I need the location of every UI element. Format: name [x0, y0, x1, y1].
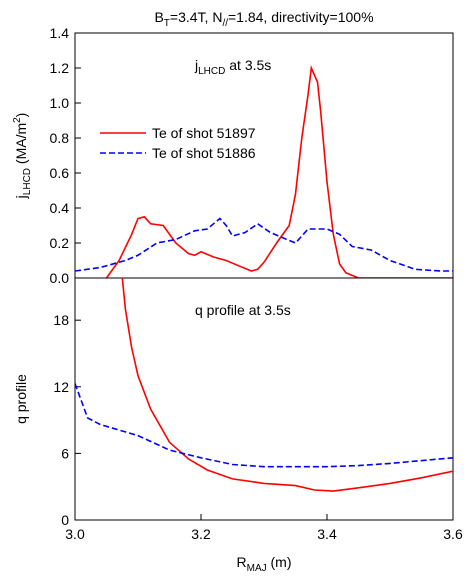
plot-frame	[74, 277, 454, 521]
text-part: LHCD	[22, 168, 33, 195]
text-part: j	[13, 195, 29, 199]
text-part: j	[194, 57, 198, 73]
text-part: T	[164, 18, 170, 29]
y-tick-label: 1.2	[50, 60, 70, 76]
y-tick-label: 0.2	[50, 235, 70, 251]
y-axis-label: q profile	[13, 374, 29, 424]
text-part: =3.4T, N	[170, 9, 223, 25]
y-tick-label: 6	[61, 445, 69, 461]
text-part: 2	[12, 117, 23, 123]
x-axis-label: RMAJ (m)	[236, 554, 291, 574]
text-part: R	[236, 554, 246, 570]
annotation: q profile at 3.5s	[195, 302, 291, 318]
y-tick-label: 0.8	[50, 130, 70, 146]
y-tick-label: 1.0	[50, 95, 70, 111]
text-part: MAJ	[247, 563, 267, 574]
text-part: //	[222, 18, 228, 29]
x-tick-label: 3.2	[191, 526, 211, 542]
x-tick-label: 3.6	[443, 526, 463, 542]
series-line	[121, 278, 453, 492]
y-tick-label: 0	[61, 512, 69, 528]
y-tick-label: 1.4	[50, 25, 70, 41]
chart-title: BT=3.4T, N//=1.84, directivity=100%	[154, 9, 373, 29]
y-tick-label: 18	[53, 312, 69, 328]
annotation: jLHCD at 3.5s	[194, 57, 271, 77]
y-tick-label: 12	[53, 379, 69, 395]
series-line	[75, 383, 453, 468]
y-tick-label: 0.4	[50, 200, 70, 216]
text-part: (MA/m	[13, 123, 29, 168]
text-part: at 3.5s	[225, 57, 271, 73]
legend-label: Te of shot 51886	[152, 145, 256, 161]
legend-label: Te of shot 51897	[152, 125, 256, 141]
y-axis-label: jLHCD (MA/m2)	[12, 113, 33, 200]
text-part: LHCD	[198, 66, 225, 77]
x-tick-label: 3.4	[317, 526, 337, 542]
y-tick-label: 0.6	[50, 165, 70, 181]
text-part: B	[154, 9, 163, 25]
text-part: (m)	[267, 554, 292, 570]
text-part: )	[13, 113, 29, 118]
series-line	[75, 217, 453, 272]
x-tick-label: 3.0	[65, 526, 85, 542]
y-tick-label: 0.0	[50, 270, 70, 286]
text-part: =1.84, directivity=100%	[228, 9, 374, 25]
series-line	[105, 65, 453, 278]
